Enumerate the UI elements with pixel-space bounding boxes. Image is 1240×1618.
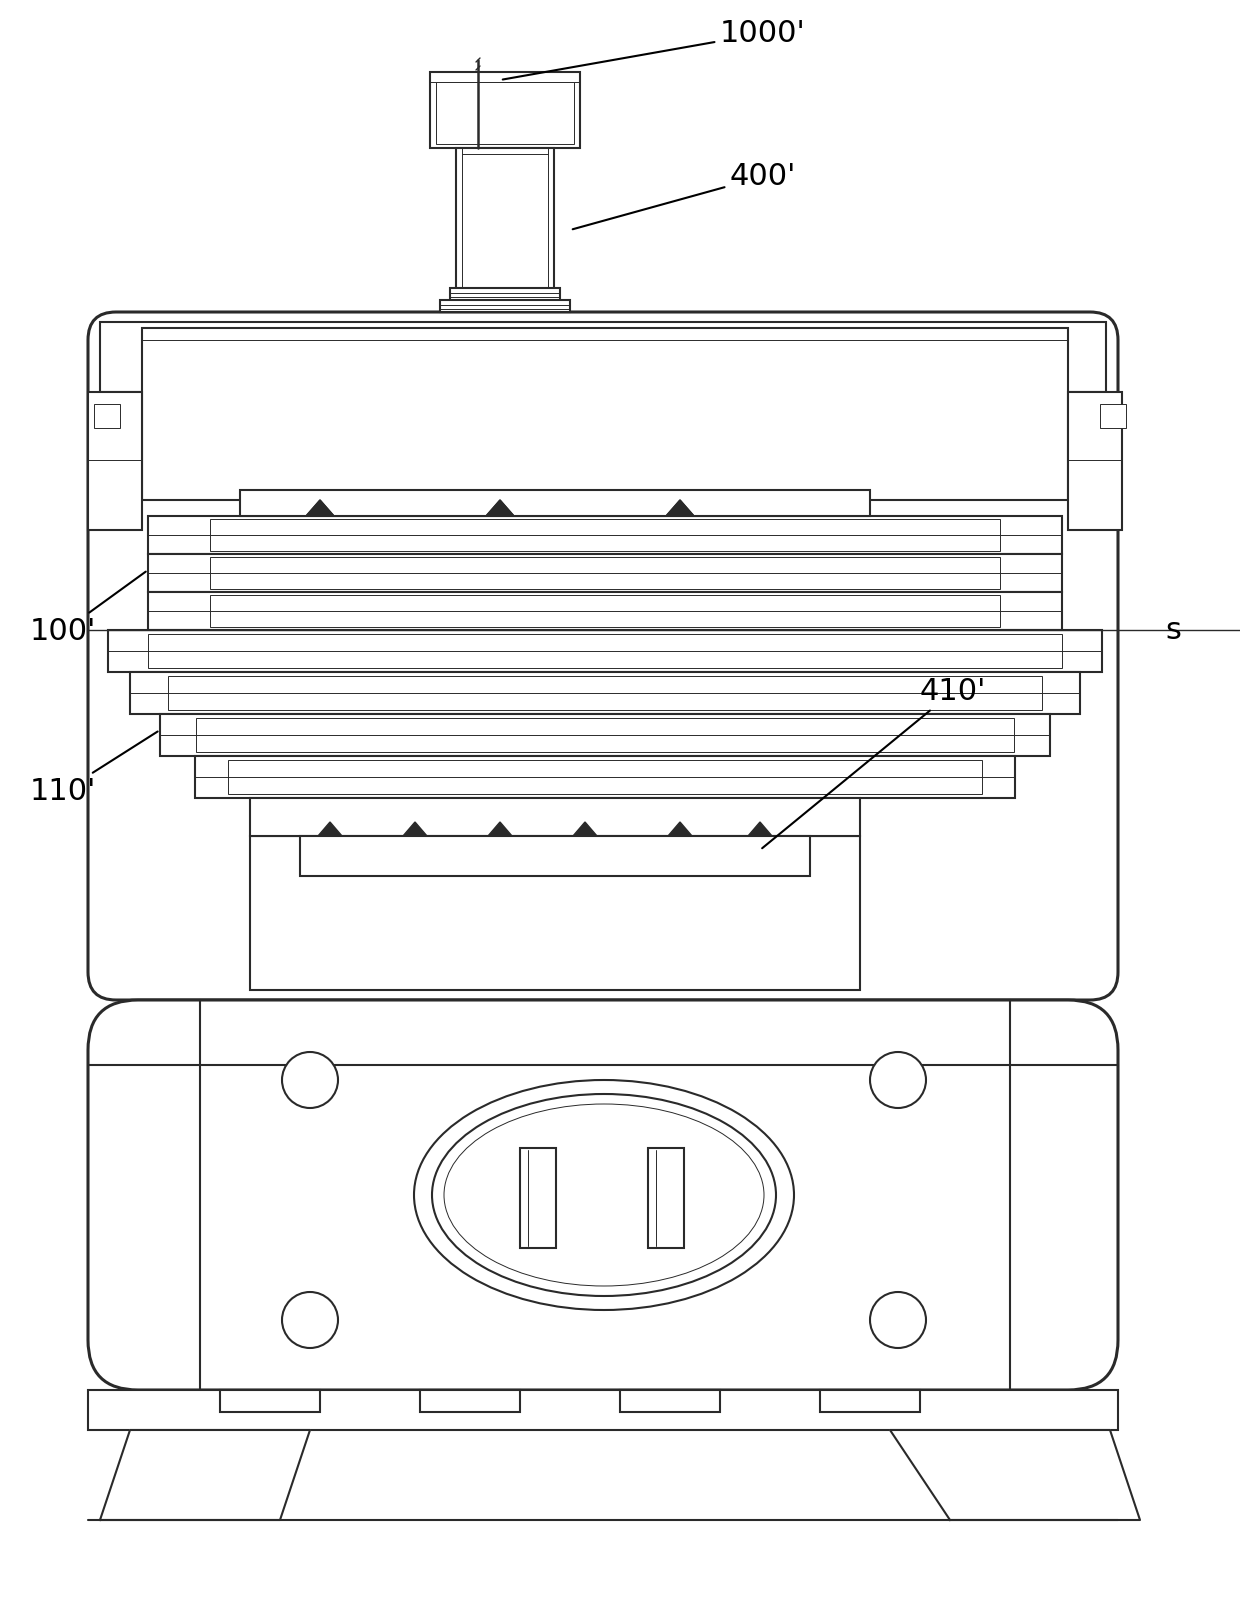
Bar [250,798,861,837]
Bar [148,592,1061,629]
Polygon shape [890,1430,1140,1519]
Text: 110': 110' [30,731,157,806]
Bar [649,1149,684,1247]
Polygon shape [668,822,692,837]
Bar [456,147,554,290]
Bar [148,516,1061,553]
Polygon shape [306,500,334,516]
Bar [228,760,982,794]
Bar [450,288,560,303]
Bar [88,392,143,531]
FancyBboxPatch shape [88,312,1118,1000]
Bar [520,1149,556,1247]
Bar [300,837,810,875]
Circle shape [870,1052,926,1108]
Bar [219,1390,320,1413]
Bar [250,837,861,990]
Ellipse shape [414,1079,794,1311]
Polygon shape [489,822,512,837]
Bar [420,1390,520,1413]
Bar [143,328,1068,500]
Bar [108,629,1102,671]
Bar [820,1390,920,1413]
Polygon shape [666,500,694,516]
Bar [210,557,999,589]
Bar [436,83,574,144]
Bar [130,671,1080,714]
Polygon shape [403,822,427,837]
Bar [620,1390,720,1413]
Bar [88,1390,1118,1430]
Bar [430,71,580,147]
Bar [241,490,870,516]
Polygon shape [306,500,334,516]
Circle shape [281,1293,339,1348]
Bar [268,803,842,832]
Text: 410': 410' [763,676,986,848]
Bar [160,714,1050,756]
Bar [210,595,999,628]
Bar [100,322,1106,392]
Polygon shape [573,822,596,837]
Bar [148,553,1061,592]
Polygon shape [317,822,342,837]
Text: 1000': 1000' [502,19,806,79]
Circle shape [281,1052,339,1108]
Polygon shape [486,500,515,516]
Bar [1100,404,1126,429]
Bar [196,718,1014,752]
Bar [1068,392,1122,531]
Bar [195,756,1016,798]
FancyBboxPatch shape [88,1000,1118,1390]
Polygon shape [748,822,773,837]
Polygon shape [100,1430,310,1519]
Bar [148,634,1061,668]
Bar [94,404,120,429]
Text: 100': 100' [30,571,146,646]
Ellipse shape [432,1094,776,1296]
Bar [210,519,999,552]
Circle shape [870,1293,926,1348]
Bar [167,676,1042,710]
Text: s: s [1166,615,1180,644]
Polygon shape [666,500,694,516]
Text: 400': 400' [573,162,796,230]
Ellipse shape [444,1103,764,1286]
Polygon shape [486,500,515,516]
Bar [440,299,570,312]
